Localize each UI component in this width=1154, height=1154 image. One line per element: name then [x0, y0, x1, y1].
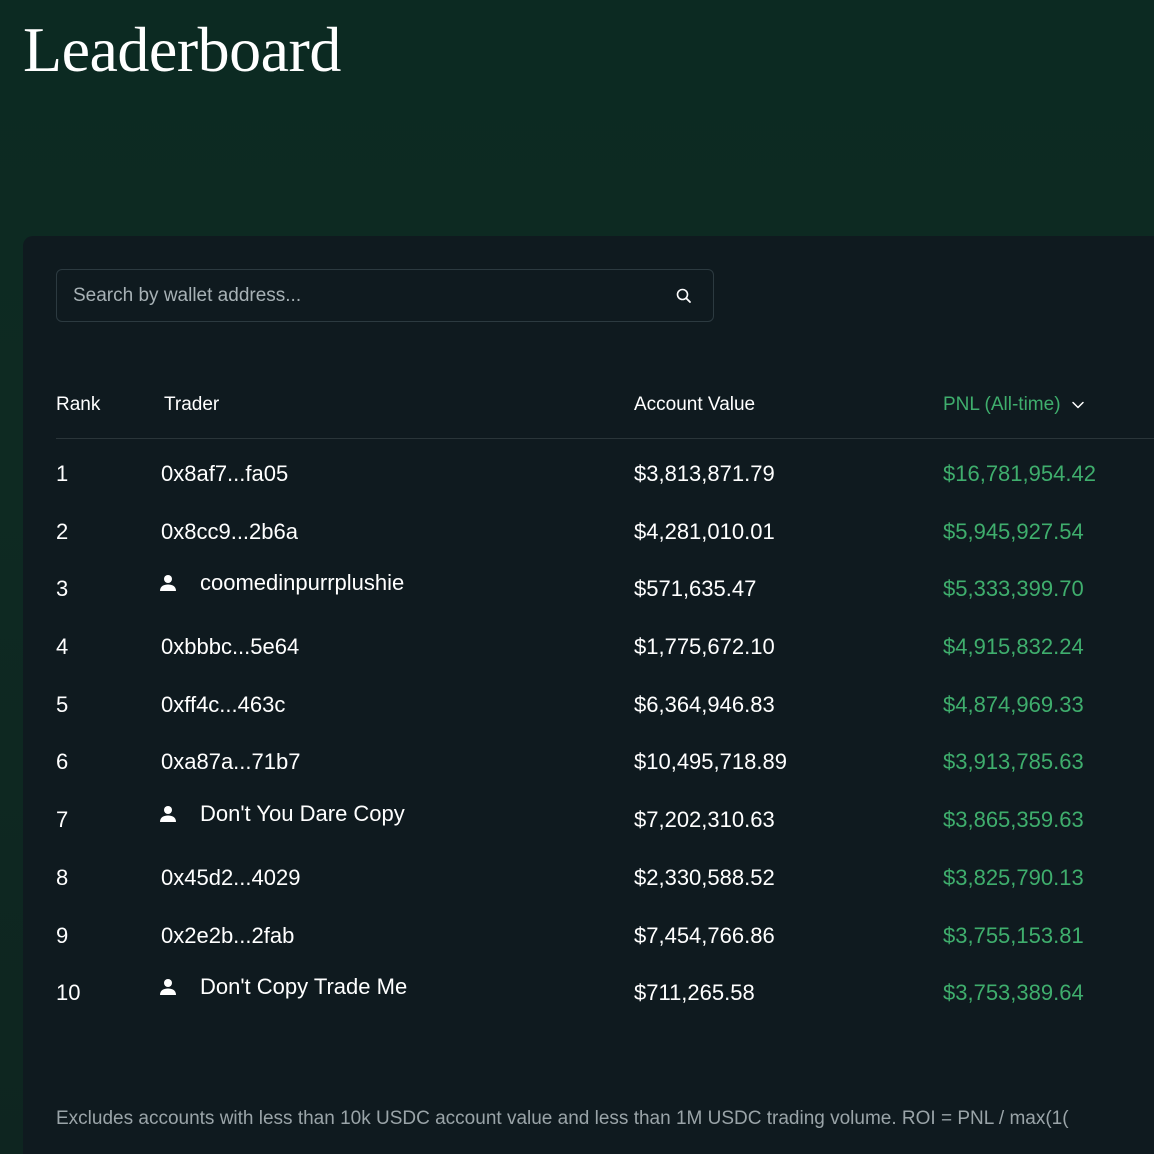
rank-cell: 4	[56, 634, 69, 660]
table-row[interactable]: 1 0x8af7...fa05 $3,813,871.79 $16,781,954.4…	[56, 439, 1154, 497]
trader-name[interactable]: 0xbbbc...5e64	[161, 634, 300, 660]
table-row[interactable]: 8 0x45d2...4029 $2,330,588.52 $3,825,790.13	[56, 843, 1154, 901]
header-account-value: Account Value	[634, 394, 756, 415]
trader-cell[interactable]: coomedinpurrplushie	[158, 570, 404, 596]
search-box[interactable]	[56, 269, 714, 322]
table-row[interactable]: 2 0x8cc9...2b6a $4,281,010.01 $5,945,927.54	[56, 497, 1154, 555]
rank-cell: 7	[56, 807, 69, 833]
header-trader: Trader	[164, 394, 220, 415]
footnote: Excludes accounts with less than 10k USD…	[56, 1108, 1069, 1129]
rank-cell: 2	[56, 518, 69, 544]
trader-name[interactable]: 0x2e2b...2fab	[161, 922, 295, 948]
trader-name[interactable]: 0xa87a...71b7	[161, 749, 301, 775]
table-body: 1 0x8af7...fa05 $3,813,871.79 $16,781,954.4…	[56, 439, 1154, 1016]
pnl-cell: $5,945,927.54	[943, 518, 1084, 544]
trader-name[interactable]: 0x8af7...fa05	[161, 461, 289, 486]
rank-cell: 5	[56, 691, 69, 717]
pnl-cell: $3,753,389.64	[943, 980, 1084, 1006]
rank-cell: 8	[56, 864, 69, 890]
account-value-cell: $1,775,672.10	[634, 634, 775, 660]
trader-name[interactable]: Don't You Dare Copy	[200, 801, 405, 827]
table-header: Rank Trader Account Value PNL (All-time)	[56, 386, 1154, 439]
trader-cell[interactable]: Don't You Dare Copy	[158, 801, 405, 827]
table-row[interactable]: 10 Don't Copy Trade Me $711,265.58 $3,753,3…	[56, 958, 1154, 1016]
table-row[interactable]: 3 coomedinpurrplushie $571,635.47 $5,333,39…	[56, 554, 1154, 612]
trader-cell[interactable]: 0x2e2b...2fab	[161, 923, 294, 949]
trader-name[interactable]: coomedinpurrplushie	[200, 570, 405, 596]
chevron-down-icon[interactable]	[1071, 398, 1085, 412]
pnl-cell: $3,865,359.63	[943, 807, 1084, 833]
table-row[interactable]: 9 0x2e2b...2fab $7,454,766.86 $3,755,153.81	[56, 901, 1154, 959]
header-pnl-sort[interactable]: PNL (All-time)	[943, 394, 1085, 416]
table-row[interactable]: 6 0xa87a...71b7 $10,495,718.89 $3,913,785.6…	[56, 727, 1154, 785]
trader-cell[interactable]: 0x8af7...fa05	[161, 461, 288, 487]
account-value-cell: $2,330,588.52	[634, 864, 775, 890]
trader-name[interactable]: 0x8cc9...2b6a	[161, 518, 298, 544]
user-icon	[160, 979, 176, 996]
rank-cell: 10	[56, 980, 81, 1006]
account-value-cell: $6,364,946.83	[634, 691, 775, 717]
trader-cell[interactable]: 0x45d2...4029	[161, 865, 300, 891]
pnl-cell: $16,781,954.42	[943, 461, 1096, 486]
account-value-cell: $7,454,766.86	[634, 922, 775, 948]
leaderboard-table: Rank Trader Account Value PNL (All-time)…	[56, 386, 1154, 1016]
pnl-cell: $4,874,969.33	[943, 691, 1084, 717]
account-value-cell: $711,265.58	[634, 980, 755, 1006]
trader-cell[interactable]: 0x8cc9...2b6a	[161, 519, 298, 545]
trader-cell[interactable]: 0xbbbc...5e64	[161, 634, 299, 660]
table-row[interactable]: 7 Don't You Dare Copy $7,202,310.63 $3,865,…	[56, 785, 1154, 843]
rank-cell: 6	[56, 749, 69, 775]
trader-cell[interactable]: 0xff4c...463c	[161, 692, 285, 718]
header-rank: Rank	[56, 394, 101, 415]
pnl-cell: $5,333,399.70	[943, 576, 1084, 602]
user-icon	[160, 806, 176, 823]
search-icon[interactable]	[675, 287, 693, 305]
account-value-cell: $3,813,871.79	[634, 461, 775, 486]
leaderboard-panel: Rank Trader Account Value PNL (All-time)…	[23, 236, 1154, 1154]
page-title: Leaderboard	[23, 14, 341, 85]
pnl-cell: $3,755,153.81	[943, 922, 1084, 948]
account-value-cell: $4,281,010.01	[634, 518, 775, 544]
header-pnl-label: PNL (All-time)	[943, 394, 1061, 415]
user-icon	[160, 575, 176, 592]
account-value-cell: $10,495,718.89	[634, 749, 787, 775]
search-input[interactable]	[73, 270, 653, 321]
rank-cell: 9	[56, 922, 69, 948]
pnl-cell: $3,913,785.63	[943, 749, 1084, 775]
trader-name[interactable]: Don't Copy Trade Me	[200, 974, 408, 1000]
account-value-cell: $7,202,310.63	[634, 807, 775, 833]
table-row[interactable]: 5 0xff4c...463c $6,364,946.83 $4,874,969.33	[56, 670, 1154, 728]
table-row[interactable]: 4 0xbbbc...5e64 $1,775,672.10 $4,915,832.24	[56, 612, 1154, 670]
trader-cell[interactable]: 0xa87a...71b7	[161, 749, 300, 775]
trader-name[interactable]: 0x45d2...4029	[161, 864, 301, 890]
trader-name[interactable]: 0xff4c...463c	[161, 691, 286, 717]
pnl-cell: $4,915,832.24	[943, 634, 1084, 660]
account-value-cell: $571,635.47	[634, 576, 757, 602]
rank-cell: 3	[56, 576, 69, 602]
pnl-cell: $3,825,790.13	[943, 864, 1084, 890]
rank-cell: 1	[56, 461, 69, 486]
trader-cell[interactable]: Don't Copy Trade Me	[158, 974, 407, 1000]
